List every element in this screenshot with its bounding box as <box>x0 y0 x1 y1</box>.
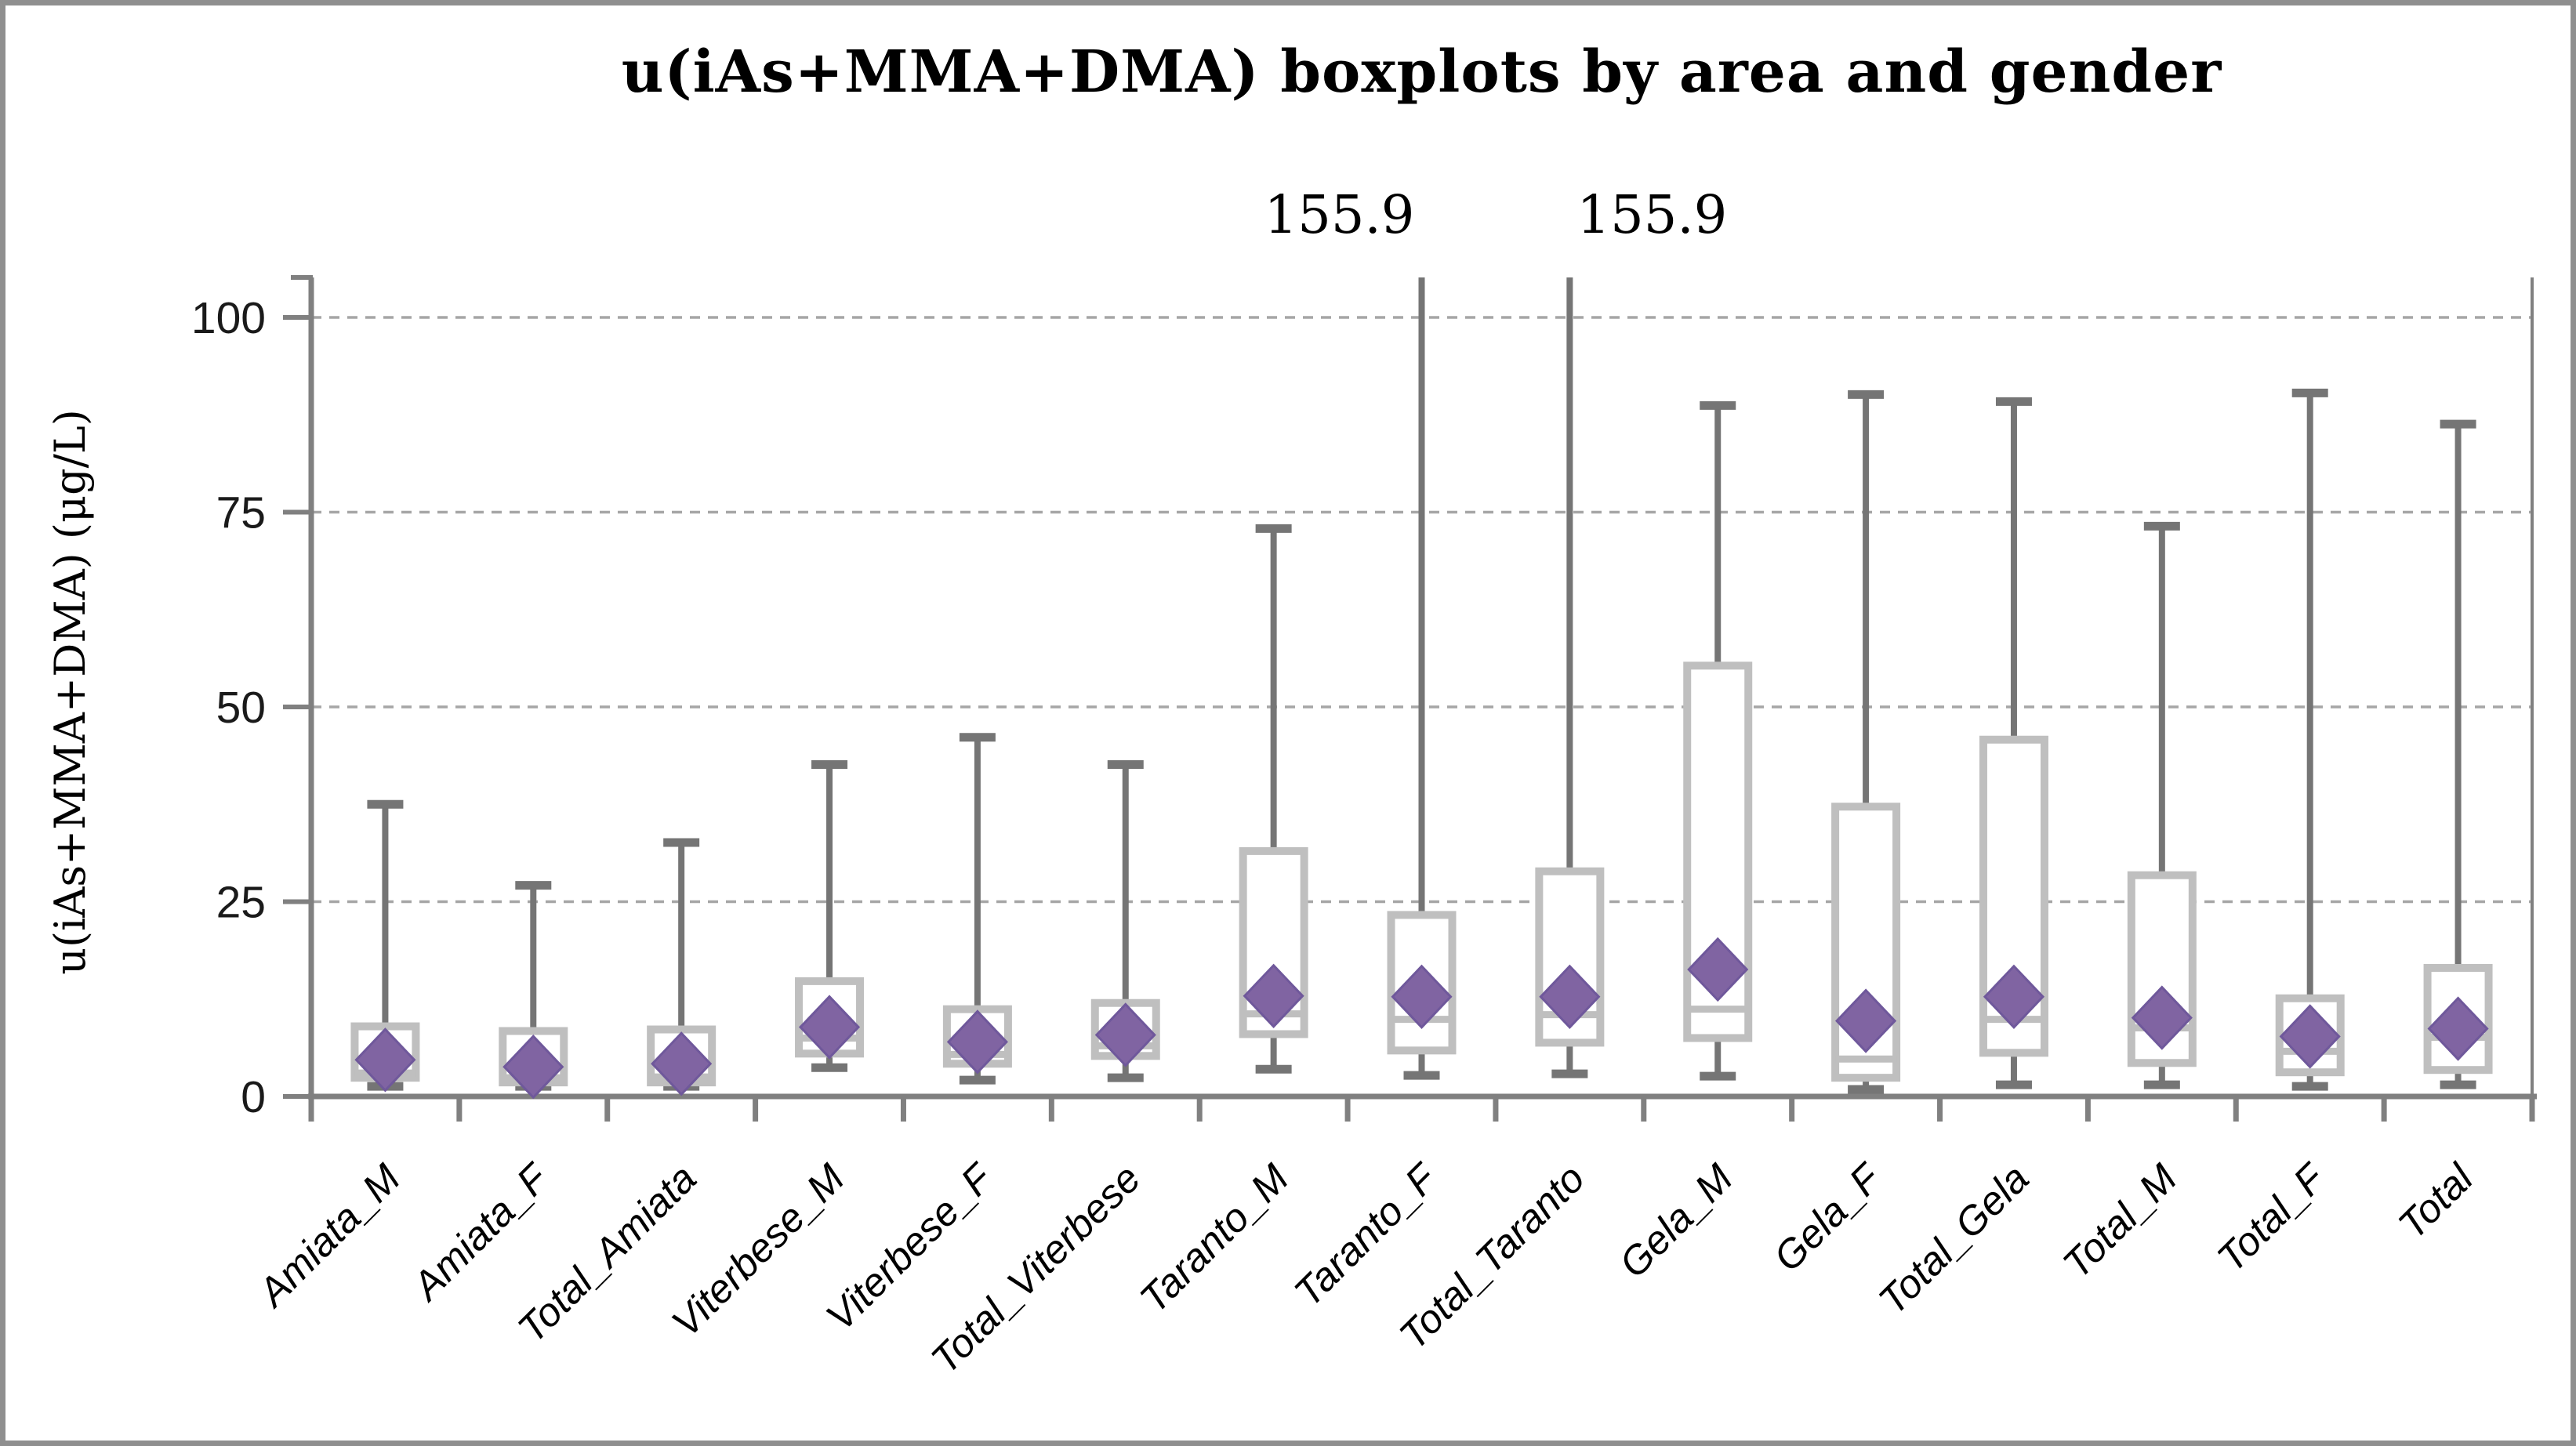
x-category-label-total_m: Total_M <box>2054 1155 2186 1287</box>
mean-diamond <box>651 1031 713 1096</box>
mean-diamond <box>354 1027 416 1093</box>
boxplot-gela_f <box>1831 390 1901 1094</box>
boxplot-total_gela <box>1979 397 2048 1089</box>
boxplot-gela_m <box>1683 400 1753 1081</box>
y-tick-label-75: 75 <box>216 488 266 538</box>
x-category-label-gela_m: Gela_M <box>1610 1155 1741 1286</box>
mean-diamond <box>2279 1004 2341 1069</box>
boxplot-total_m <box>2127 521 2197 1089</box>
mean-diamond <box>2131 985 2193 1050</box>
axes: 0 25 50 75 100 <box>191 275 2537 1122</box>
y-tick-label-100: 100 <box>191 293 266 343</box>
mean-diamond <box>1391 964 1453 1029</box>
x-category-label-total: Total <box>2389 1154 2482 1247</box>
outlier-annotation-total-taranto: 155.9 <box>1576 184 1728 245</box>
mean-diamond <box>1243 963 1304 1028</box>
y-tick-label-50: 50 <box>216 683 266 733</box>
mean-diamond <box>1983 964 2045 1029</box>
boxplot-viterbese_m <box>795 760 865 1072</box>
boxplot-total_viterbese <box>1090 760 1160 1082</box>
mean-diamond <box>1687 937 1749 1002</box>
outlier-annotation-taranto-f: 155.9 <box>1264 184 1415 245</box>
mean-diamond <box>1539 964 1601 1029</box>
x-category-label-total_gela: Total_Gela <box>1870 1155 2037 1322</box>
mean-diamond <box>1835 988 1897 1053</box>
boxplot-amiata_f <box>499 881 568 1100</box>
boxplot-chart: 0255075100Amiata_MAmiata_FTotal_AmiataVi… <box>191 275 2537 1382</box>
boxplot-amiata_m <box>350 799 420 1093</box>
boxplot-total_f <box>2275 388 2345 1091</box>
x-category-label-taranto_m: Taranto_M <box>1131 1155 1297 1321</box>
mean-diamond <box>2427 996 2489 1061</box>
mean-diamond <box>798 995 861 1060</box>
x-category-label-amiata_m: Amiata_M <box>248 1155 408 1316</box>
y-tick-label-0: 0 <box>241 1072 266 1122</box>
y-tick-label-25: 25 <box>216 878 266 928</box>
boxplot-total_taranto <box>1535 277 1605 1078</box>
x-category-label-taranto_f: Taranto_F <box>1286 1154 1446 1314</box>
x-category-label-amiata_f: Amiata_F <box>402 1154 558 1310</box>
boxplot-total_amiata <box>647 838 717 1096</box>
boxplot-taranto_m <box>1239 524 1308 1074</box>
chart-title: u(iAs+MMA+DMA) boxplots by area and gend… <box>621 38 2222 106</box>
mean-diamond <box>946 1009 1008 1075</box>
mean-diamond <box>503 1035 564 1100</box>
mean-diamond <box>1094 1002 1156 1067</box>
boxplot-total <box>2423 419 2493 1089</box>
boxplot-viterbese_f <box>942 733 1012 1085</box>
x-category-label-gela_f: Gela_F <box>1765 1154 1891 1280</box>
boxplot-taranto_f <box>1387 277 1457 1080</box>
x-category-label-total_f: Total_F <box>2208 1154 2335 1280</box>
